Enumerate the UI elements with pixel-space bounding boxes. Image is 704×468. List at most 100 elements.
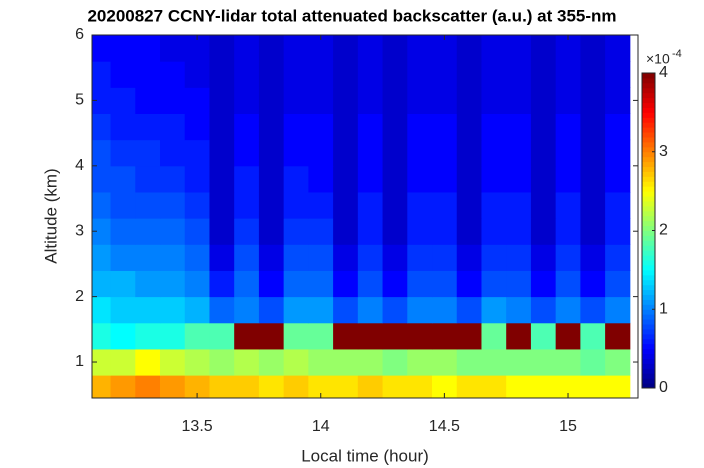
heatmap-cell	[160, 139, 186, 167]
heatmap-cell	[135, 375, 161, 398]
heatmap-cell	[184, 375, 210, 398]
y-tick-label: 5	[75, 92, 84, 109]
heatmap-cell	[209, 375, 235, 398]
colorbar-swatch	[642, 107, 655, 113]
heatmap-cell	[308, 322, 334, 350]
heatmap-cell	[234, 87, 260, 114]
heatmap-cell	[308, 218, 334, 245]
colorbar-swatch	[642, 358, 655, 364]
heatmap-cell	[160, 87, 186, 114]
heatmap-cell	[283, 270, 309, 298]
heatmap-cell	[184, 270, 210, 298]
colorbar-swatch	[642, 269, 655, 276]
colorbar-swatch	[642, 176, 655, 182]
colorbar-swatch	[642, 245, 655, 251]
heatmap-cell	[506, 218, 532, 245]
heatmap-cell	[481, 191, 507, 219]
heatmap-cell	[580, 244, 606, 271]
heatmap-cell	[506, 375, 532, 398]
colorbar-swatch	[642, 200, 655, 207]
x-tick-label: 14.5	[429, 418, 460, 435]
heatmap-cell	[481, 113, 507, 141]
colorbar-swatch	[642, 166, 655, 172]
heatmap-cell	[432, 348, 458, 376]
heatmap-cell	[110, 139, 136, 167]
heatmap-cell	[258, 35, 285, 62]
heatmap-cell	[283, 375, 309, 398]
heatmap-cell	[234, 322, 260, 350]
heatmap-cell	[580, 270, 606, 298]
colorbar-swatch	[642, 304, 655, 310]
heatmap-cell	[456, 244, 482, 271]
heatmap-cell	[308, 87, 334, 114]
colorbar-swatch	[642, 92, 655, 99]
heatmap-cell	[580, 113, 606, 141]
heatmap-cell	[92, 322, 112, 350]
heatmap-cell	[184, 296, 210, 324]
heatmap-cell	[555, 296, 581, 324]
colorbar-swatch	[642, 348, 655, 355]
heatmap-cell	[110, 113, 136, 141]
heatmap-cell	[407, 113, 433, 141]
heatmap-cell	[407, 348, 433, 376]
heatmap-cell	[357, 218, 384, 245]
heatmap-cell	[333, 139, 359, 167]
heatmap-cell	[357, 322, 384, 350]
heatmap-cell	[580, 87, 606, 114]
heatmap-cell	[160, 113, 186, 141]
colorbar-swatch	[642, 151, 655, 158]
heatmap-cell	[382, 348, 408, 376]
heatmap-cell	[110, 375, 136, 398]
heatmap-cell	[530, 139, 557, 167]
heatmap-cell	[432, 113, 458, 141]
heatmap-cell	[530, 270, 557, 298]
colorbar-tick-label: 1	[659, 300, 668, 317]
heatmap-cell	[333, 191, 359, 219]
heatmap-cell	[209, 139, 235, 167]
heatmap-cell	[530, 113, 557, 141]
heatmap-cell	[605, 165, 631, 193]
colorbar-swatch	[642, 333, 655, 340]
heatmap-cell	[382, 296, 408, 324]
heatmap-cell	[283, 139, 309, 167]
heatmap-cell	[92, 218, 112, 245]
heatmap-cell	[333, 61, 359, 88]
heatmap-cell	[530, 375, 557, 398]
heatmap-cell	[481, 35, 507, 62]
y-tick-label: 1	[75, 353, 84, 370]
heatmap-cell	[283, 87, 309, 114]
heatmap-cell	[481, 348, 507, 376]
heatmap-cell	[333, 87, 359, 114]
heatmap-cell	[506, 348, 532, 376]
heatmap-cell	[382, 218, 408, 245]
heatmap-cell	[258, 375, 285, 398]
heatmap-cell	[506, 244, 532, 271]
heatmap-cell	[110, 191, 136, 219]
colorbar-swatch	[642, 343, 655, 350]
heatmap-cell	[357, 87, 384, 114]
heatmap-cell	[92, 87, 112, 114]
heatmap-cell	[258, 191, 285, 219]
heatmap-cell	[506, 270, 532, 298]
colorbar-swatch	[642, 294, 655, 300]
heatmap-cell	[382, 375, 408, 398]
heatmap-cell	[92, 35, 112, 62]
heatmap-cell	[555, 218, 581, 245]
heatmap-cell	[506, 35, 532, 62]
heatmap-cell	[283, 113, 309, 141]
heatmap-cell	[382, 322, 408, 350]
heatmap-cell	[382, 191, 408, 219]
heatmap-cell	[530, 322, 557, 350]
heatmap-cell	[605, 322, 631, 350]
colorbar-exponent: -4	[672, 48, 682, 60]
heatmap-cell	[333, 322, 359, 350]
heatmap-cell	[258, 61, 285, 88]
heatmap-cell	[432, 191, 458, 219]
colorbar-swatch	[642, 324, 655, 330]
heatmap-cell	[506, 296, 532, 324]
colorbar-swatch	[642, 132, 655, 138]
heatmap-cell	[555, 322, 581, 350]
colorbar-swatch	[642, 274, 655, 281]
heatmap-cell	[432, 165, 458, 193]
heatmap-cell	[234, 139, 260, 167]
